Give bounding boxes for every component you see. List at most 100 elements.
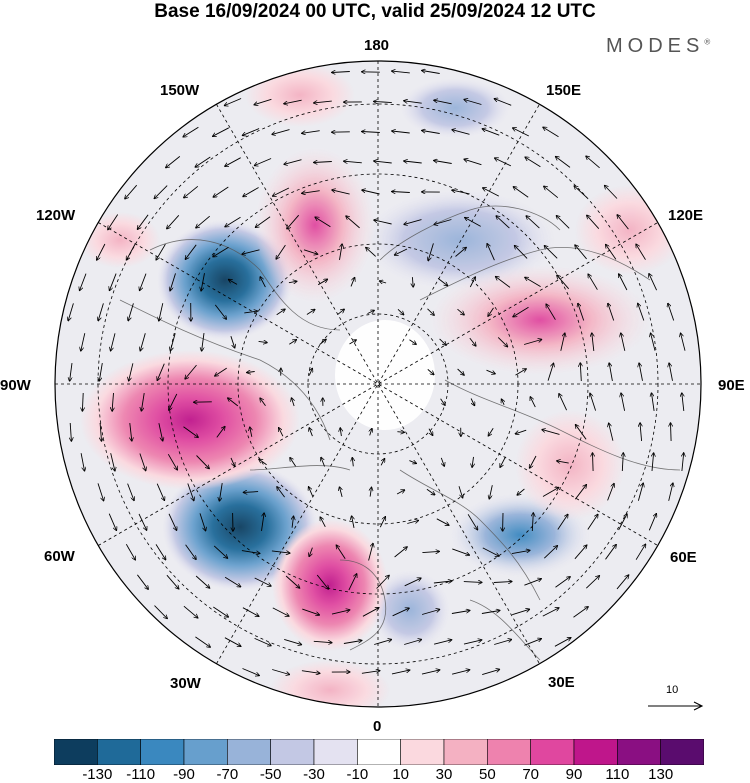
wind-vector: [525, 157, 541, 168]
wind-vector: [427, 308, 435, 315]
wind-vector: [337, 309, 344, 316]
wind-vector: [290, 458, 296, 467]
wind-vector: [108, 513, 116, 531]
colorbar-segment: [573, 739, 618, 765]
wind-vector: [427, 369, 434, 374]
colorbar-tick-label: -90: [173, 766, 195, 783]
lon-label-180: 180: [364, 37, 390, 54]
wind-vector: [404, 161, 422, 163]
colorbar-segment: [54, 739, 98, 765]
wind-vector: [260, 277, 266, 288]
wind-vector: [214, 304, 226, 319]
wind-vector: [169, 393, 178, 410]
wind-vector: [618, 514, 627, 531]
wind-vector: [635, 544, 645, 560]
wind-vector: [392, 71, 410, 73]
wind-vector: [556, 216, 570, 229]
wind-vector: [421, 610, 439, 615]
wind-vector: [244, 492, 259, 493]
wind-vector: [440, 457, 444, 466]
wind-vector: [547, 363, 553, 381]
wind-vector: [433, 581, 452, 583]
high-anomaly-west: [80, 212, 160, 268]
wind-vector: [469, 337, 476, 346]
wind-vector: [515, 246, 528, 259]
wind-vector: [651, 333, 656, 351]
wind-vector: [250, 427, 252, 437]
colorbar-segment: [357, 739, 401, 765]
wind-vector: [158, 423, 163, 441]
wind-vector: [137, 574, 148, 589]
wind-vector: [139, 453, 146, 471]
wind-vector: [588, 274, 598, 290]
wind-vector: [216, 427, 225, 438]
wind-vector: [242, 249, 260, 254]
lon-label-60e: 60E: [670, 549, 697, 566]
wind-vector: [472, 456, 473, 467]
wind-vector: [309, 428, 313, 437]
wind-vector: [457, 308, 465, 315]
wind-vector: [605, 545, 617, 560]
wind-vector: [434, 100, 452, 105]
wind-vector: [455, 248, 467, 257]
wind-vector: [156, 483, 164, 501]
wind-vector: [362, 190, 380, 195]
wind-vector: [225, 157, 241, 167]
wind-vector: [80, 453, 84, 471]
wind-vector: [352, 516, 354, 528]
wind-vector: [213, 545, 227, 558]
wind-vector: [314, 101, 332, 103]
wind-vector: [302, 190, 320, 194]
wind-vector: [640, 423, 642, 442]
colorbar-segment: [227, 739, 271, 765]
lon-label-30w: 30W: [170, 675, 201, 692]
wind-vector: [515, 429, 527, 434]
wind-vector: [247, 372, 255, 373]
wind-vector: [434, 219, 452, 225]
colorbar-tick-label: 70: [522, 766, 539, 783]
lon-label-150e: 150E: [546, 82, 582, 99]
wind-vector: [500, 456, 506, 467]
wind-vector: [219, 483, 223, 501]
wind-vector: [409, 339, 417, 345]
wind-vector: [560, 333, 565, 351]
wind-vector: [681, 333, 686, 351]
colorbar-segment: [183, 739, 228, 765]
wind-vector: [70, 363, 73, 381]
wind-vector: [229, 280, 238, 285]
wind-vector: [302, 130, 320, 134]
lon-label-60w: 60W: [44, 548, 75, 565]
wind-vector: [542, 608, 559, 617]
wind-vector: [488, 307, 494, 316]
wind-vector: [523, 340, 541, 345]
wind-vector: [559, 394, 568, 411]
wind-vector: [224, 576, 240, 586]
wind-vector: [513, 187, 529, 198]
lon-label-0: 0: [373, 718, 382, 735]
wind-vector: [156, 243, 166, 260]
wind-vector: [170, 273, 176, 290]
wind-vector: [332, 72, 350, 73]
wind-vector: [452, 548, 469, 555]
wind-vector: [225, 216, 241, 226]
colorbar-segment: [660, 739, 704, 765]
modes-logo: MODES®: [606, 35, 710, 58]
wind-vector: [380, 281, 387, 283]
wind-vector: [451, 611, 470, 614]
wind-vector: [306, 310, 315, 315]
wind-vector: [513, 128, 530, 137]
wind-vector: [585, 576, 599, 589]
wind-vector: [195, 636, 210, 647]
wind-vector: [155, 544, 166, 559]
wind-vector: [407, 521, 418, 524]
wind-vector: [138, 513, 147, 530]
wind-vector: [451, 670, 469, 675]
wind-vector: [511, 550, 530, 555]
wind-vector: [554, 638, 571, 647]
wind-vector: [315, 217, 331, 228]
wind-vector: [316, 574, 328, 589]
wind-vector: [463, 640, 482, 645]
wind-vector: [404, 219, 422, 225]
wind-vector: [557, 461, 569, 463]
wind-vector: [457, 368, 464, 375]
